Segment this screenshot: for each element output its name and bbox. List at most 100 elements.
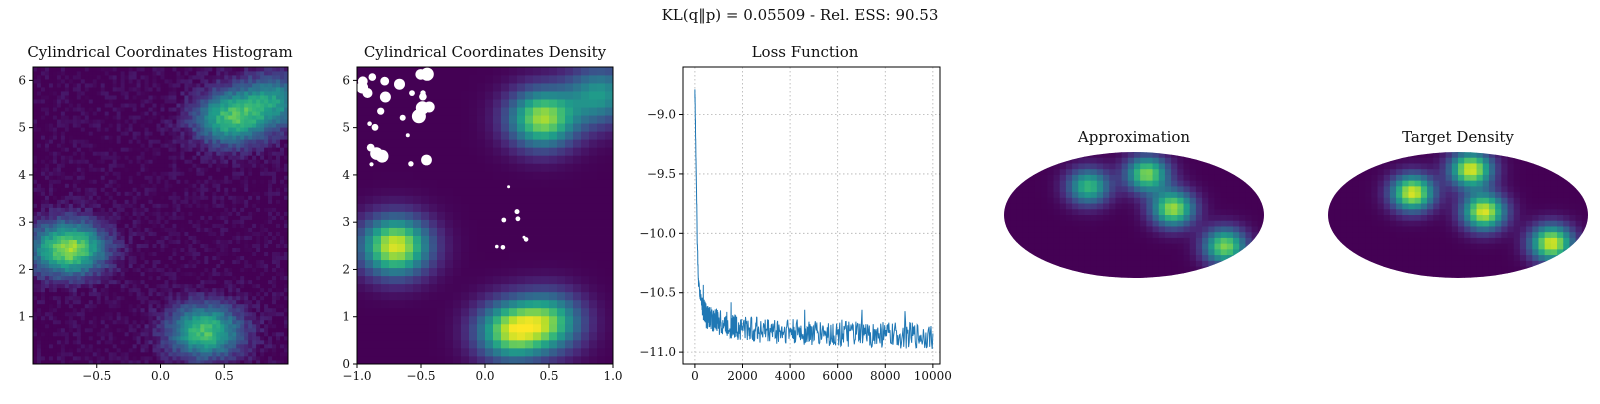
heatmap-cell bbox=[172, 236, 176, 240]
heatmap-cell bbox=[141, 83, 145, 87]
heatmap-cell bbox=[216, 312, 220, 316]
heatmap-cell bbox=[77, 87, 81, 91]
heatmap-cell bbox=[236, 207, 240, 211]
heatmap-cell bbox=[268, 159, 272, 163]
heatmap-cell bbox=[252, 280, 256, 284]
heatmap-cell bbox=[200, 95, 204, 99]
heatmap-cell bbox=[129, 151, 133, 155]
heatmap-cell bbox=[240, 304, 244, 308]
heatmap-cell bbox=[121, 107, 125, 111]
heatmap-cell bbox=[264, 272, 268, 276]
heatmap-cell bbox=[37, 207, 41, 211]
heatmap-cell bbox=[260, 232, 264, 236]
heatmap-cell bbox=[61, 107, 65, 111]
heatmap-cell bbox=[37, 260, 41, 264]
heatmap-cell bbox=[357, 203, 365, 211]
heatmap-cell bbox=[69, 240, 73, 244]
heatmap-cell bbox=[280, 244, 284, 248]
heatmap-cell bbox=[57, 191, 61, 195]
heatmap-cell bbox=[113, 95, 117, 99]
heatmap-cell bbox=[137, 260, 141, 264]
heatmap-cell bbox=[252, 308, 256, 312]
heatmap-cell bbox=[184, 248, 188, 252]
heatmap-cell bbox=[45, 155, 49, 159]
heatmap-cell bbox=[224, 107, 228, 111]
heatmap-cell bbox=[280, 191, 284, 195]
heatmap-cell bbox=[240, 127, 244, 131]
heatmap-cell bbox=[192, 107, 196, 111]
heatmap-cell bbox=[61, 332, 65, 336]
heatmap-cell bbox=[260, 316, 264, 320]
heatmap-cell bbox=[49, 95, 53, 99]
heatmap-cell bbox=[141, 119, 145, 123]
heatmap-cell bbox=[121, 95, 125, 99]
heatmap-cell bbox=[69, 199, 73, 203]
heatmap-cell bbox=[37, 191, 41, 195]
heatmap-cell bbox=[276, 187, 280, 191]
heatmap-cell bbox=[85, 316, 89, 320]
heatmap-cell bbox=[220, 232, 224, 236]
heatmap-cell bbox=[93, 248, 97, 252]
heatmap-cell bbox=[389, 308, 397, 316]
heatmap-cell bbox=[101, 159, 105, 163]
heatmap-cell bbox=[149, 83, 153, 87]
heatmap-cell bbox=[77, 139, 81, 143]
heatmap-cell bbox=[373, 276, 381, 284]
heatmap-cell bbox=[117, 316, 121, 320]
heatmap-cell bbox=[41, 111, 45, 115]
heatmap-cell bbox=[89, 316, 93, 320]
heatmap-cell bbox=[121, 175, 125, 179]
heatmap-cell bbox=[200, 244, 204, 248]
heatmap-cell bbox=[153, 268, 157, 272]
heatmap-cell bbox=[240, 228, 244, 232]
heatmap-cell bbox=[37, 252, 41, 256]
heatmap-cell bbox=[252, 187, 256, 191]
heatmap-cell bbox=[93, 123, 97, 127]
heatmap-cell bbox=[180, 220, 184, 224]
heatmap-cell bbox=[381, 252, 389, 260]
heatmap-cell bbox=[196, 95, 200, 99]
heatmap-cell bbox=[220, 211, 224, 215]
heatmap-cell bbox=[280, 216, 284, 220]
heatmap-cell bbox=[244, 127, 248, 131]
heatmap-cell bbox=[212, 123, 216, 127]
heatmap-cell bbox=[196, 300, 200, 304]
heatmap-cell bbox=[45, 248, 49, 252]
heatmap-cell bbox=[129, 228, 133, 232]
heatmap-cell bbox=[216, 296, 220, 300]
heatmap-cell bbox=[145, 272, 149, 276]
heatmap-cell bbox=[208, 99, 212, 103]
heatmap-cell bbox=[232, 75, 236, 79]
heatmap-cell bbox=[45, 151, 49, 155]
heatmap-cell bbox=[57, 252, 61, 256]
heatmap-cell bbox=[208, 131, 212, 135]
heatmap-cell bbox=[192, 195, 196, 199]
heatmap-cell bbox=[153, 284, 157, 288]
heatmap-cell bbox=[164, 207, 168, 211]
heatmap-cell bbox=[244, 79, 248, 83]
heatmap-cell bbox=[33, 292, 37, 296]
heatmap-cell bbox=[164, 171, 168, 175]
heatmap-cell bbox=[192, 344, 196, 348]
heatmap-cell bbox=[105, 151, 109, 155]
heatmap-cell bbox=[65, 316, 69, 320]
heatmap-cell bbox=[61, 163, 65, 167]
heatmap-cell bbox=[224, 280, 228, 284]
heatmap-cell bbox=[256, 224, 260, 228]
heatmap-cell bbox=[145, 288, 149, 292]
heatmap-cell bbox=[77, 340, 81, 344]
heatmap-cell bbox=[168, 220, 172, 224]
heatmap-cell bbox=[168, 191, 172, 195]
heatmap-cell bbox=[228, 228, 232, 232]
heatmap-cell bbox=[117, 304, 121, 308]
heatmap-cell bbox=[85, 67, 89, 71]
heatmap-cell bbox=[129, 175, 133, 179]
heatmap-cell bbox=[248, 147, 252, 151]
heatmap-cell bbox=[168, 187, 172, 191]
heatmap-cell bbox=[252, 91, 256, 95]
heatmap-cell bbox=[220, 240, 224, 244]
heatmap-cell bbox=[73, 356, 77, 360]
heatmap-cell bbox=[224, 324, 228, 328]
heatmap-cell bbox=[256, 256, 260, 260]
heatmap-cell bbox=[276, 139, 280, 143]
